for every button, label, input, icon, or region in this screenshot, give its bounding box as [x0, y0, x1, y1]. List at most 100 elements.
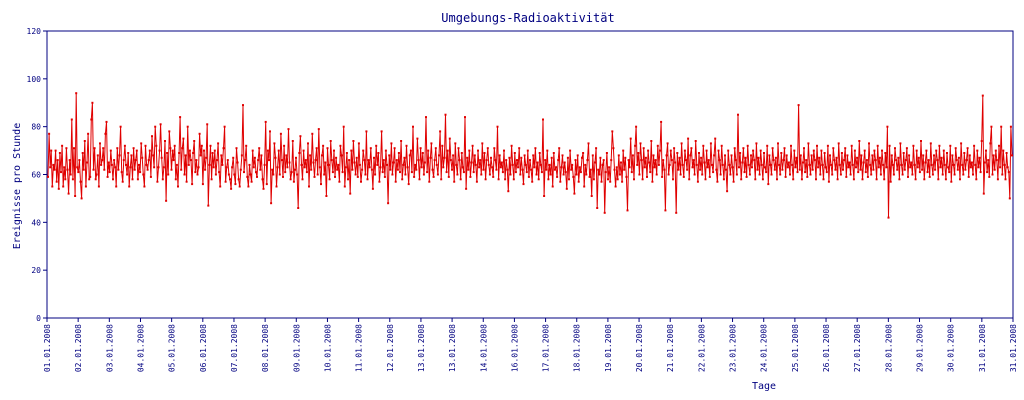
data-point: [197, 166, 200, 169]
data-point: [264, 120, 267, 123]
data-point: [405, 144, 408, 147]
data-point: [985, 149, 987, 152]
data-point: [956, 168, 959, 171]
data-point: [495, 168, 498, 171]
data-point: [572, 175, 575, 178]
data-point: [699, 168, 702, 171]
data-point: [524, 163, 527, 166]
data-point: [248, 163, 251, 166]
data-point: [928, 175, 931, 178]
data-point: [998, 144, 1000, 147]
data-point: [235, 147, 238, 150]
data-point: [823, 152, 826, 154]
data-point: [904, 159, 907, 162]
data-point: [486, 147, 489, 150]
data-point: [979, 171, 982, 174]
data-point: [60, 171, 62, 174]
data-point: [251, 149, 254, 152]
data-point: [831, 173, 834, 176]
data-point: [614, 185, 617, 188]
data-point: [475, 180, 478, 183]
data-point: [86, 161, 88, 164]
data-point: [396, 168, 399, 171]
data-point: [153, 166, 156, 169]
data-point: [281, 159, 283, 162]
data-point: [160, 156, 163, 159]
x-tick-label: 31.01.2008: [1009, 324, 1018, 372]
data-point: [1006, 166, 1009, 169]
data-point: [620, 161, 622, 164]
data-point: [982, 192, 985, 195]
data-point: [125, 163, 127, 166]
data-point: [199, 154, 202, 157]
data-point: [442, 166, 445, 169]
data-point: [666, 142, 669, 145]
data-point: [240, 154, 243, 157]
data-point: [129, 166, 132, 169]
data-point: [472, 171, 475, 174]
data-point: [343, 185, 346, 188]
x-tick-label: 01.01.2008: [43, 324, 52, 372]
data-point: [686, 168, 689, 171]
data-point: [108, 171, 111, 174]
data-point: [449, 159, 452, 162]
data-point: [382, 159, 385, 162]
data-point: [875, 178, 878, 181]
data-point: [689, 154, 692, 157]
data-point: [431, 168, 434, 171]
data-point: [434, 147, 437, 150]
data-point: [966, 147, 969, 150]
data-point: [415, 168, 418, 171]
data-point: [156, 180, 159, 183]
data-point: [942, 149, 945, 152]
data-point: [835, 156, 838, 159]
data-point: [394, 180, 397, 183]
data-point: [585, 173, 588, 176]
data-point: [318, 166, 321, 169]
data-point: [857, 171, 860, 174]
data-point: [340, 154, 343, 157]
data-point: [559, 180, 562, 183]
data-point: [377, 152, 380, 154]
data-point: [416, 137, 419, 140]
data-point: [161, 178, 164, 181]
data-point: [51, 185, 54, 188]
x-tick-label: 22.01.2008: [697, 324, 706, 372]
data-point: [596, 207, 599, 209]
data-point: [682, 175, 685, 178]
data-point: [477, 149, 479, 152]
data-point: [910, 161, 913, 164]
data-point: [272, 173, 275, 176]
data-point: [576, 154, 579, 157]
data-point: [518, 147, 521, 150]
data-point: [242, 104, 244, 107]
data-point: [665, 154, 668, 157]
data-point: [519, 173, 522, 176]
y-tick-label: 120: [27, 27, 42, 36]
data-point: [301, 178, 304, 181]
data-point: [807, 142, 810, 145]
data-point: [935, 149, 938, 152]
data-point: [604, 171, 607, 174]
data-point: [523, 154, 526, 157]
x-tick-label: 17.01.2008: [542, 324, 551, 372]
data-point: [651, 180, 654, 183]
data-point: [47, 175, 49, 178]
data-point: [594, 161, 596, 164]
data-point: [187, 163, 190, 166]
data-point: [869, 163, 872, 166]
data-point: [575, 173, 578, 176]
data-point: [911, 173, 914, 176]
data-point: [78, 159, 81, 162]
data-point: [473, 154, 476, 157]
data-point: [542, 118, 544, 121]
data-point: [76, 166, 79, 169]
data-point: [204, 168, 207, 171]
data-point: [308, 185, 310, 188]
data-point: [842, 168, 844, 171]
data-point: [773, 168, 776, 171]
data-point: [288, 161, 291, 164]
data-point: [553, 168, 556, 171]
data-point: [539, 163, 542, 166]
data-point: [648, 161, 651, 164]
